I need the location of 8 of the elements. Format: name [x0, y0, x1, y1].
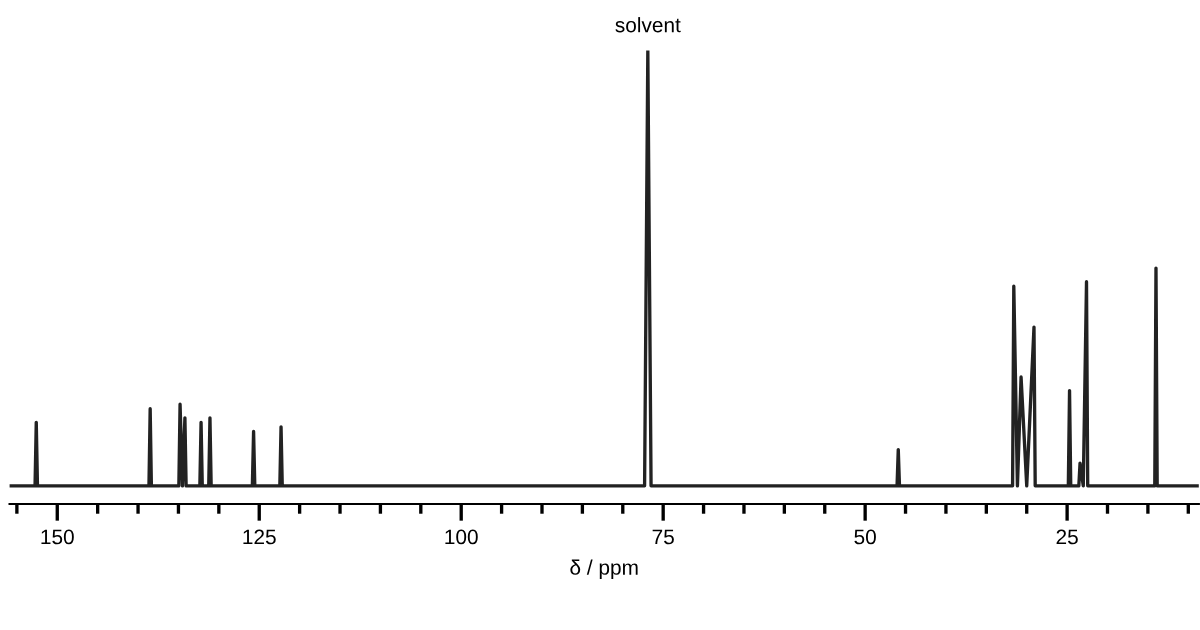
x-axis-title: δ / ppm — [570, 559, 638, 579]
x-tick-label: 125 — [243, 529, 276, 545]
x-tick-label: 100 — [445, 529, 478, 545]
x-tick-label: 25 — [1056, 529, 1078, 545]
x-tick-label: 150 — [41, 529, 74, 545]
annotation: solvent — [615, 17, 681, 33]
x-tick-label: 75 — [652, 529, 674, 545]
x-tick-label: 50 — [854, 529, 876, 545]
